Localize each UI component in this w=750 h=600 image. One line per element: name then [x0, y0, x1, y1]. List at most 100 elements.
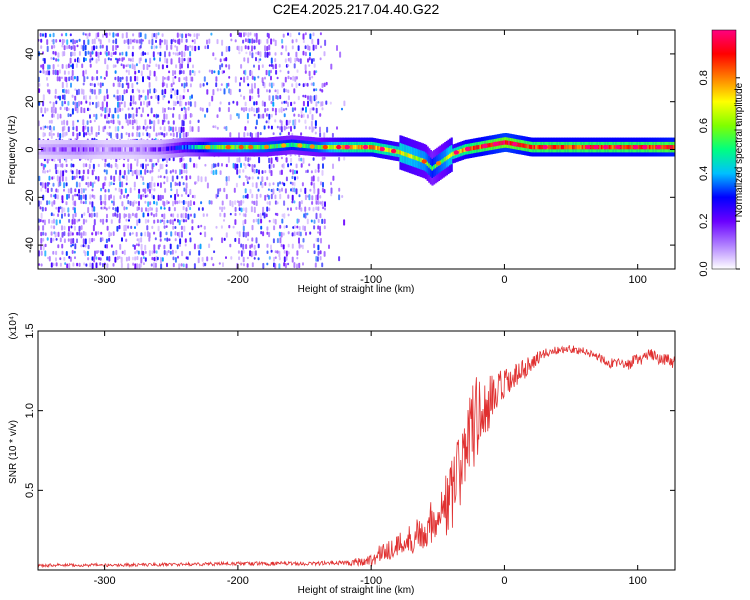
- noise-speckle: [161, 64, 164, 70]
- noise-speckle: [272, 163, 275, 168]
- noise-speckle: [73, 45, 76, 52]
- noise-speckle: [291, 187, 294, 193]
- noise-speckle: [84, 269, 86, 273]
- noise-speckle: [172, 132, 175, 137]
- noise-speckle: [305, 231, 307, 236]
- noise-speckle: [193, 33, 196, 38]
- ridge-core: [62, 147, 65, 152]
- noise-speckle: [234, 163, 237, 170]
- noise-speckle: [47, 64, 49, 70]
- noise-speckle: [298, 237, 300, 244]
- noise-speckle: [308, 206, 311, 211]
- noise-speckle: [57, 244, 60, 249]
- noise-speckle: [52, 175, 55, 180]
- noise-speckle: [121, 125, 124, 129]
- noise-speckle: [140, 163, 143, 168]
- noise-speckle: [90, 212, 93, 218]
- ridge-core: [129, 147, 132, 152]
- noise-speckle: [274, 218, 277, 225]
- noise-speckle: [229, 114, 232, 121]
- ridge-core: [269, 144, 273, 149]
- noise-speckle: [66, 106, 68, 112]
- noise-speckle: [78, 100, 80, 107]
- noise-speckle: [112, 64, 115, 69]
- ridge-core: [213, 145, 217, 150]
- noise-speckle: [116, 45, 119, 48]
- noise-speckle: [284, 263, 287, 269]
- noise-speckle: [159, 231, 162, 238]
- noise-speckle: [181, 83, 183, 87]
- noise-speckle: [176, 32, 179, 38]
- noise-speckle: [304, 82, 307, 87]
- noise-speckle: [285, 250, 288, 257]
- ridge-core: [236, 145, 239, 150]
- noise-speckle: [135, 63, 138, 67]
- noise-speckle: [132, 33, 135, 37]
- noise-speckle: [52, 69, 55, 75]
- noise-speckle: [265, 213, 268, 218]
- noise-speckle: [46, 237, 49, 241]
- noise-speckle: [170, 83, 173, 88]
- noise-speckle: [213, 250, 216, 254]
- noise-speckle: [251, 193, 254, 199]
- noise-speckle: [127, 107, 130, 111]
- noise-speckle: [220, 83, 223, 86]
- noise-speckle: [290, 101, 293, 107]
- noise-speckle: [127, 119, 130, 126]
- noise-speckle: [84, 33, 87, 36]
- noise-speckle: [278, 108, 281, 113]
- noise-speckle: [262, 113, 265, 119]
- noise-speckle: [185, 263, 188, 269]
- noise-speckle: [311, 270, 313, 274]
- noise-speckle: [72, 131, 75, 137]
- noise-speckle: [97, 176, 100, 182]
- noise-speckle: [120, 262, 123, 268]
- noise-speckle: [325, 100, 328, 105]
- noise-speckle: [221, 206, 224, 213]
- noise-speckle: [157, 114, 160, 118]
- noise-speckle: [55, 206, 58, 210]
- ridge-core: [126, 147, 129, 152]
- noise-speckle: [67, 213, 70, 217]
- noise-speckle: [302, 225, 305, 231]
- ridge-core: [162, 146, 165, 152]
- noise-speckle: [71, 250, 74, 254]
- noise-speckle: [73, 218, 76, 225]
- noise-speckle: [177, 218, 179, 223]
- ridge-core: [399, 150, 402, 155]
- noise-speckle: [44, 107, 47, 114]
- noise-speckle: [270, 101, 273, 105]
- noise-speckle: [287, 101, 289, 107]
- noise-speckle: [183, 163, 186, 170]
- noise-speckle: [151, 225, 154, 229]
- noise-speckle: [74, 58, 77, 63]
- noise-speckle: [115, 169, 117, 175]
- ridge-core: [343, 145, 346, 150]
- noise-speckle: [338, 194, 341, 201]
- noise-speckle: [95, 132, 98, 137]
- ridge-core: [244, 145, 247, 150]
- noise-speckle: [69, 231, 72, 237]
- noise-speckle: [267, 33, 270, 39]
- noise-speckle: [68, 76, 71, 82]
- noise-speckle: [219, 64, 222, 70]
- noise-speckle: [264, 108, 267, 113]
- noise-speckle: [59, 219, 61, 224]
- noise-speckle: [123, 39, 126, 44]
- noise-speckle: [295, 206, 298, 210]
- noise-speckle: [110, 175, 113, 180]
- noise-speckle: [169, 250, 172, 255]
- ridge-core: [68, 147, 71, 152]
- ridge-core: [183, 145, 186, 150]
- noise-speckle: [282, 232, 285, 236]
- noise-speckle: [279, 181, 281, 185]
- noise-speckle: [249, 270, 251, 274]
- ridge-core: [503, 140, 506, 145]
- noise-speckle: [249, 188, 252, 194]
- noise-speckle: [300, 114, 303, 118]
- noise-speckle: [102, 263, 104, 268]
- noise-speckle: [305, 106, 307, 113]
- noise-speckle: [246, 176, 249, 182]
- noise-speckle: [174, 250, 177, 254]
- noise-speckle: [312, 82, 315, 87]
